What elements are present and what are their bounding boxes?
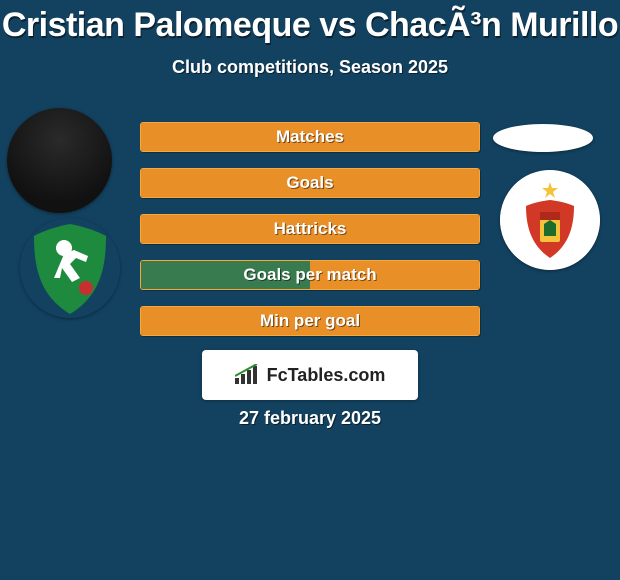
date-text: 27 february 2025 [0,408,620,429]
player1-silhouette [7,108,112,213]
club2-logo [500,170,600,270]
player1-avatar [7,108,112,213]
stat-label: Goals [141,169,479,197]
stat-row: Matches 1 [140,122,480,152]
page-title: Cristian Palomeque vs ChacÃ³n Murillo [0,0,620,45]
club1-logo-svg [20,218,120,318]
stat-row: Min per goal [140,306,480,336]
stat-rows: Matches 1 Goals 0 Hattricks 0 Goals per … [140,122,480,352]
stat-label: Goals per match [141,261,479,289]
stat-label: Min per goal [141,307,479,335]
stat-row: Hattricks 0 [140,214,480,244]
stat-label: Matches [141,123,479,151]
stat-row: Goals 0 [140,168,480,198]
stat-row: Goals per match [140,260,480,290]
stat-label: Hattricks [141,215,479,243]
club1-logo [20,218,120,318]
fctables-text: FcTables.com [267,365,386,386]
player2-avatar-placeholder [493,124,593,152]
subtitle: Club competitions, Season 2025 [0,57,620,78]
fctables-logo-box: FcTables.com [202,350,418,400]
club2-logo-svg [500,170,600,270]
bar-chart-icon [235,364,261,386]
